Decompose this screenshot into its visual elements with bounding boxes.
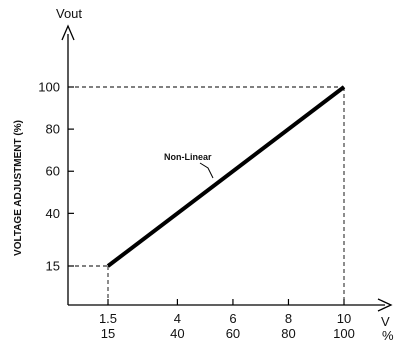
y-axis-label: VOLTAGE ADJUSTMENT (%) [13,120,24,256]
annotation-label: Non-Linear [164,152,212,162]
x-tick-label-percent: 100 [333,326,355,341]
y-axis-title: Vout [56,6,82,21]
x-axis [68,298,393,312]
x-tick-label-percent: 40 [170,326,184,341]
x-tick-label-percent: 15 [101,326,115,341]
x-tick-label: 8 [285,311,292,326]
x-tick-label-percent: 80 [281,326,295,341]
y-tick-label: 15 [46,259,60,274]
annotation-leader [199,162,214,179]
series-layer [106,85,346,268]
y-tick-label: 60 [46,164,60,179]
x-unit-secondary: % [382,328,394,343]
x-unit-primary: V [381,314,390,329]
y-axis [61,24,75,305]
x-tick-label: 4 [174,311,181,326]
y-ticks: 15 40 60 80 100 [38,80,74,274]
x-tick-label: 10 [337,311,351,326]
y-tick-label: 80 [46,122,60,137]
y-tick-label: 40 [46,206,60,221]
guide-lines [68,86,345,305]
series-line-non-linear [106,85,346,268]
x-tick-label-percent: 60 [226,326,240,341]
x-tick-label: 1.5 [99,311,117,326]
annotation: Non-Linear [164,152,214,179]
y-tick-label: 100 [38,80,60,95]
x-tick-label: 6 [229,311,236,326]
